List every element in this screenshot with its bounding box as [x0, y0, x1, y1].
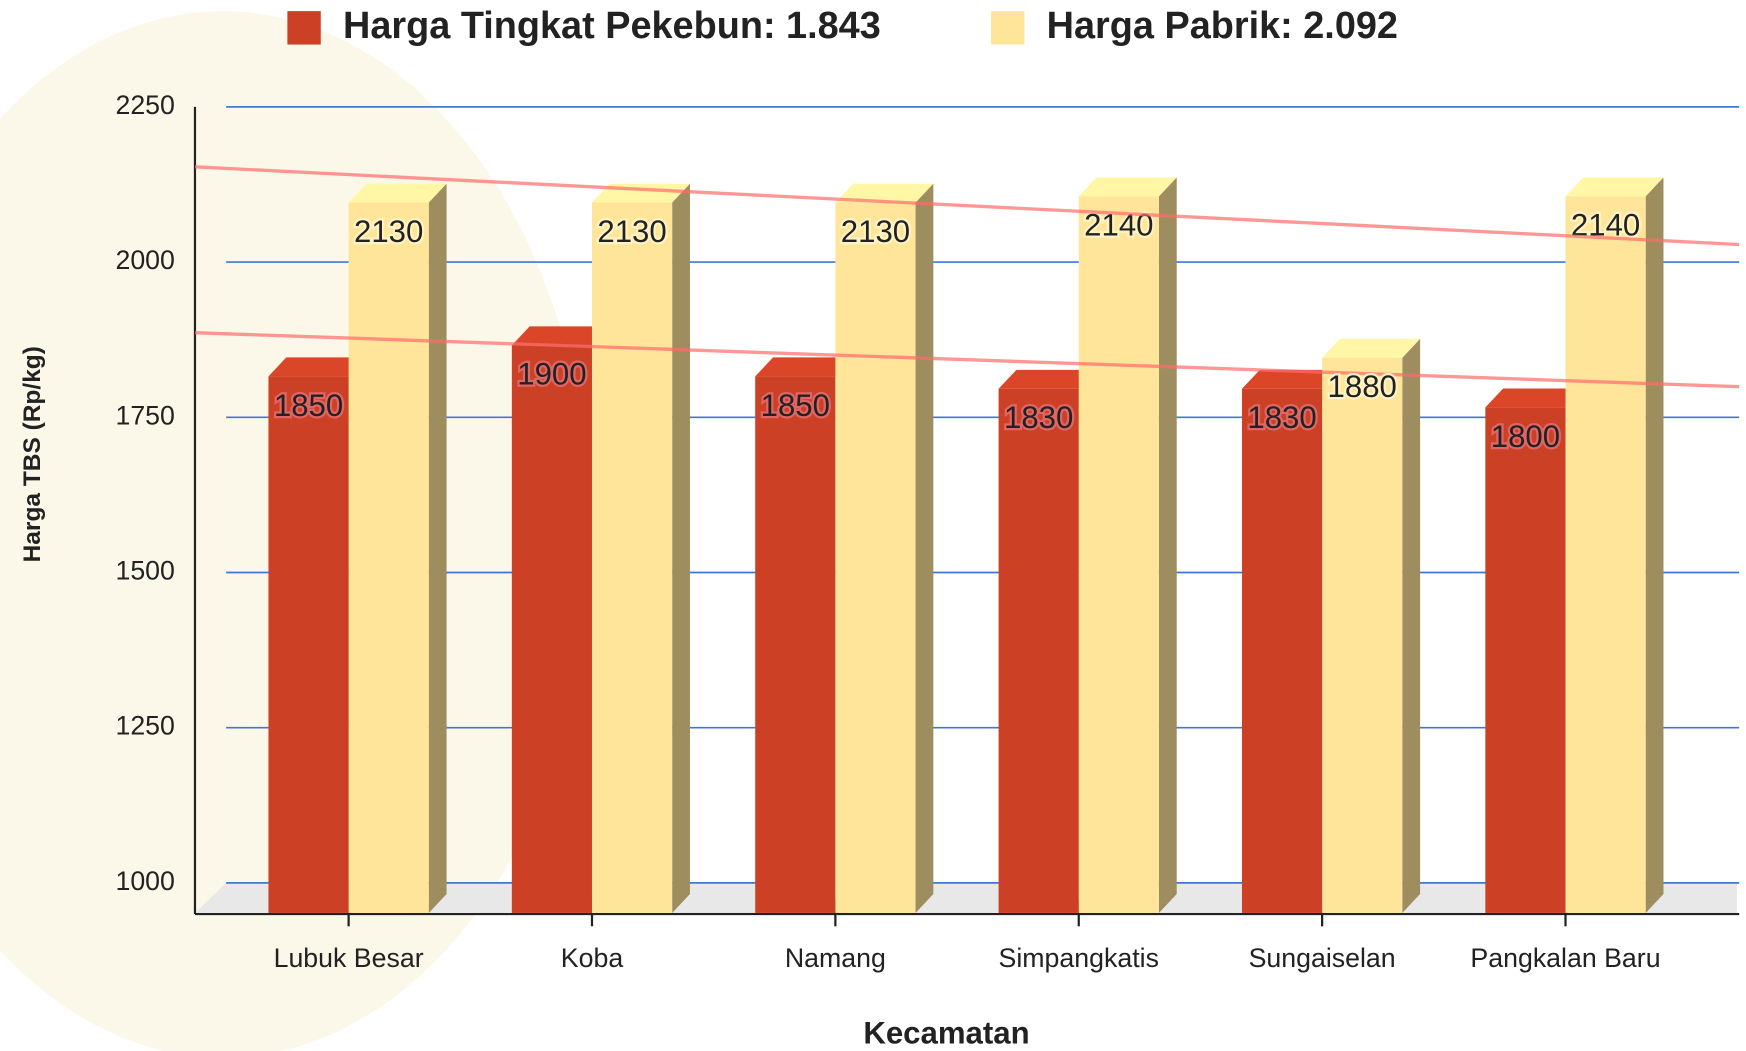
legend-label: Harga Tingkat Pekebun: 1.843 — [343, 5, 881, 47]
data-label: 2130 — [597, 214, 666, 249]
bar-front — [1322, 358, 1402, 913]
bar-side — [429, 184, 447, 913]
bar-front — [999, 389, 1079, 913]
y-tick-label: 1250 — [115, 711, 174, 741]
y-tick-label: 2000 — [115, 245, 174, 275]
page: {"chart_data": {"type": "bar3d", "x_labe… — [0, 0, 1746, 1051]
legend-swatch — [287, 11, 320, 44]
data-label: 1850 — [274, 388, 343, 423]
bar — [592, 184, 690, 913]
bar-side — [1159, 177, 1177, 913]
x-tick-label: Simpangkatis — [999, 943, 1159, 973]
bar-front — [349, 203, 429, 913]
x-tick-label: Koba — [561, 943, 624, 973]
y-tick-label: 1500 — [115, 556, 174, 586]
y-tick-label: 2250 — [115, 90, 174, 120]
data-label: 1850 — [761, 388, 830, 423]
bar-front — [835, 203, 915, 913]
bar — [1079, 177, 1177, 913]
bar-front — [1485, 407, 1565, 913]
data-label: 2130 — [841, 214, 910, 249]
data-label: 1830 — [1247, 400, 1316, 435]
legend-swatch — [991, 11, 1024, 44]
data-label: 1880 — [1328, 369, 1397, 404]
bar-side — [1646, 177, 1664, 913]
y-tick-label: 1750 — [115, 400, 174, 430]
bar-front — [268, 376, 348, 913]
x-tick-label: Namang — [785, 943, 886, 973]
x-tick-label: Lubuk Besar — [274, 943, 424, 973]
bar-side — [916, 184, 934, 913]
bar-front — [1079, 196, 1159, 913]
data-label: 1900 — [517, 357, 586, 392]
bar-front — [592, 203, 672, 913]
bar-front — [755, 376, 835, 913]
bar — [835, 184, 933, 913]
x-axis-title: Kecamatan — [863, 1016, 1029, 1051]
bar-side — [1402, 339, 1420, 913]
bar — [1566, 177, 1664, 913]
bar-front — [1242, 389, 1322, 913]
x-tick-label: Pangkalan Baru — [1470, 943, 1660, 973]
y-axis-title: Harga TBS (Rp/kg) — [19, 346, 46, 562]
bar — [1322, 339, 1420, 913]
data-label: 1830 — [1004, 400, 1073, 435]
legend-label: Harga Pabrik: 2.092 — [1047, 5, 1398, 47]
x-tick-label: Sungaiselan — [1249, 943, 1396, 973]
data-label: 2130 — [354, 214, 423, 249]
data-label: 1800 — [1491, 419, 1560, 454]
chart: 1000 1250 1500 1750 2000 2250 Lubuk Besar Koba N… — [0, 0, 1746, 1051]
y-tick-label: 1000 — [115, 866, 174, 896]
bar — [349, 184, 447, 913]
bar-front — [512, 345, 592, 913]
bar-front — [1566, 196, 1646, 913]
bar-side — [672, 184, 690, 913]
